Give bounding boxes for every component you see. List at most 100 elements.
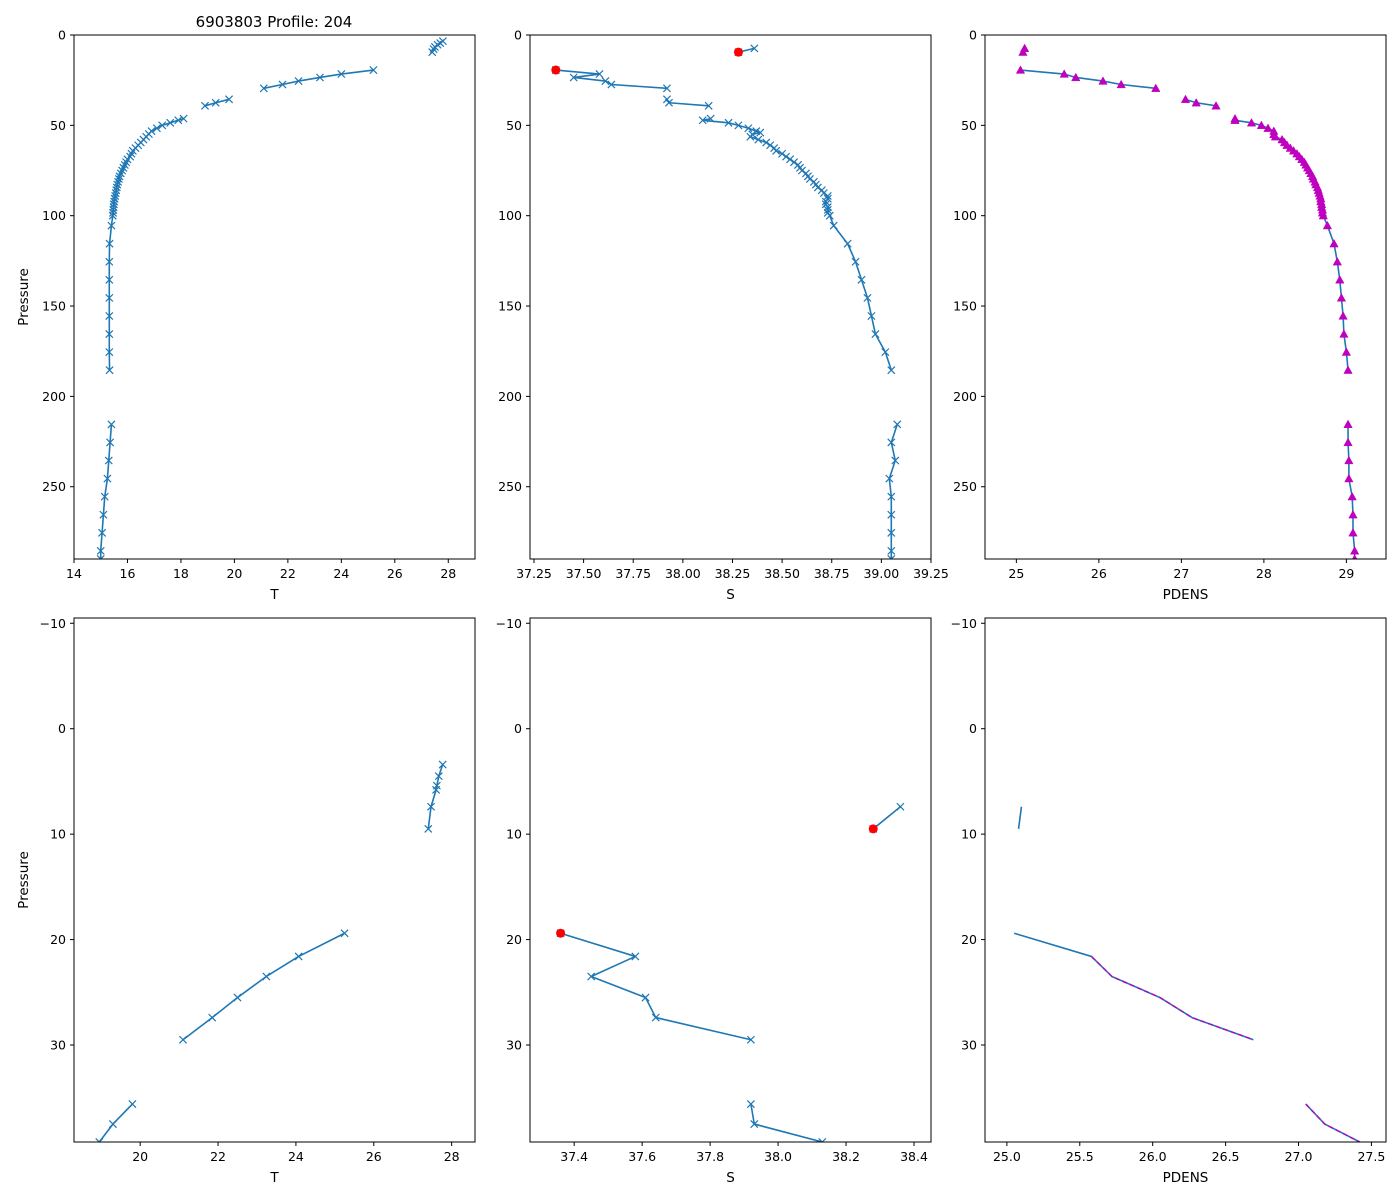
y-tick-label: 100 [498,208,522,223]
series-line-segment [555,69,668,90]
x-axis-label: T [269,587,279,603]
data-point-marker [158,121,167,130]
y-tick-label: 150 [953,299,977,314]
data-point-marker [887,546,896,555]
y-tick-label: −10 [951,616,977,631]
data-point-marker [434,772,443,781]
series-line-segment [666,98,709,107]
data-point-marker [128,1100,137,1109]
x-tick-label: 37.8 [696,1149,724,1164]
flagged-point-marker [556,928,566,938]
x-tick-label: 24 [333,566,349,581]
data-point-marker [174,116,183,125]
panel-top-density: 25 26 27 28 29 0 50 100 150 200 250 PDENS [953,28,1387,603]
density-point-marker [1335,275,1345,284]
data-point-marker [746,132,755,141]
density-point-marker [1332,257,1342,266]
y-tick-label: 150 [42,299,66,314]
series-line-segment [1305,1103,1361,1142]
data-point-marker [754,135,763,144]
x-tick-label: 26 [1091,566,1107,581]
y-tick-label: 0 [58,721,66,736]
data-point-marker [109,208,118,217]
data-point-marker [857,275,866,284]
series-line-segment [560,932,752,1041]
x-axis-label: PDENS [1163,1170,1209,1186]
data-point-marker [823,205,832,214]
data-point-marker [885,474,894,483]
x-tick-label: 37.6 [628,1149,656,1164]
y-tick-label: 10 [961,827,977,842]
data-point-marker [887,366,896,375]
series-line-segment [98,1103,133,1142]
x-tick-label: 25.5 [1066,1149,1094,1164]
series-line-segment [1017,806,1023,829]
data-point-marker [294,77,303,86]
x-tick-label: 26 [387,566,403,581]
data-point-marker [756,128,765,137]
y-tick-label: 50 [50,118,66,133]
axes-frame [73,617,476,1143]
y-tick-label: 200 [498,389,522,404]
data-point-marker [651,1013,660,1022]
data-point-marker [428,48,437,57]
data-point-marker [96,554,105,559]
series-line-segment [1020,69,1156,90]
data-point-marker [259,84,268,93]
data-point-marker [819,189,828,198]
y-tick-label: 0 [514,721,522,736]
data-point-marker [432,785,441,794]
x-tick-label: 26.5 [1212,1149,1240,1164]
density-point-marker [1347,491,1357,501]
x-tick-label: 38.00 [665,566,701,581]
data-point-marker [851,257,860,266]
axes-frame [529,617,932,1143]
data-point-marker [772,146,781,155]
axes-frame [73,34,476,560]
data-point-marker [178,1035,188,1044]
x-tick-label: 27 [1173,566,1189,581]
x-tick-label: 26 [366,1149,382,1164]
x-tick-label: 37.50 [566,566,602,581]
x-tick-label: 14 [66,566,82,581]
x-tick-label: 28 [440,566,456,581]
density-point-marker [1338,311,1348,320]
density-point-marker [1343,437,1353,447]
y-tick-label: 30 [50,1038,66,1053]
data-point-marker [887,510,896,519]
panel-top-temperature: 14 16 18 20 22 24 26 28 0 50 100 150 200 250 T Pressure [16,28,476,603]
density-point-marker [1246,118,1257,127]
data-point-marker [179,114,188,123]
x-tick-label: 39.00 [863,566,899,581]
data-point-marker [631,952,640,961]
y-tick-label: 0 [58,28,66,43]
series-line-segment [1185,98,1217,107]
data-point-marker [166,118,175,127]
density-point-marker [1336,293,1347,302]
density-point-marker [1018,47,1028,56]
y-tick-label: 30 [506,1038,522,1053]
x-tick-label: 38.0 [764,1149,792,1164]
y-tick-label: 0 [969,721,977,736]
y-tick-label: 20 [506,932,522,947]
data-point-marker [340,929,349,938]
data-point-marker [105,275,114,284]
x-tick-label: 37.25 [516,566,552,581]
panel-bottom-salinity: 37.4 37.6 37.8 38.0 38.2 38.4 −10 0 10 20 30 S [496,616,932,1186]
x-tick-label: 29 [1338,566,1354,581]
x-axis-label: S [726,1170,735,1186]
data-point-marker [294,952,303,961]
density-point-marker [1211,101,1221,110]
y-tick-label: 200 [953,389,977,404]
x-tick-label: 20 [226,566,242,581]
x-tick-label: 24 [288,1149,304,1164]
x-axis-label: PDENS [1163,587,1209,603]
data-point-marker [746,1035,755,1044]
data-point-marker [881,348,890,357]
data-point-marker [99,510,108,519]
y-tick-label: 20 [961,932,977,947]
density-point-marker [1344,473,1354,483]
axes-frame [529,34,932,560]
y-tick-label: 250 [42,479,66,494]
